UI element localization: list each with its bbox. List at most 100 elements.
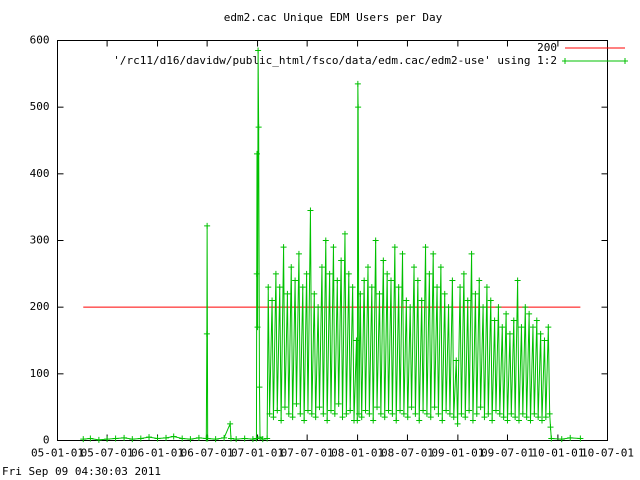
data-point bbox=[254, 324, 261, 331]
data-point bbox=[146, 434, 153, 441]
data-point bbox=[416, 417, 423, 424]
data-point bbox=[256, 384, 263, 391]
data-point bbox=[276, 284, 283, 291]
data-point bbox=[154, 435, 161, 442]
data-point bbox=[288, 264, 295, 271]
data-point bbox=[284, 290, 291, 297]
data-point bbox=[412, 410, 419, 417]
data-point bbox=[253, 270, 260, 277]
data-point bbox=[334, 277, 341, 284]
data-point bbox=[477, 404, 484, 411]
data-point bbox=[443, 407, 450, 414]
data-point bbox=[368, 284, 375, 291]
data-point bbox=[430, 250, 437, 257]
data-point bbox=[454, 420, 461, 427]
data-point bbox=[476, 277, 483, 284]
data-point bbox=[293, 400, 300, 407]
x-tick-label: 09-07-01 bbox=[481, 447, 534, 460]
data-point bbox=[281, 404, 288, 411]
data-point bbox=[179, 435, 186, 442]
data-point bbox=[341, 230, 348, 237]
plot-frame bbox=[57, 40, 608, 441]
data-point bbox=[264, 435, 271, 442]
data-point bbox=[480, 304, 487, 311]
legend-marker bbox=[562, 58, 568, 64]
data-point bbox=[299, 284, 306, 291]
data-point bbox=[472, 290, 479, 297]
data-point bbox=[241, 435, 248, 442]
data-point bbox=[473, 410, 480, 417]
data-point bbox=[259, 436, 266, 443]
x-tick-label: 09-01-01 bbox=[431, 447, 484, 460]
data-point bbox=[529, 324, 536, 331]
data-point bbox=[289, 414, 296, 421]
data-point bbox=[326, 270, 333, 277]
data-point bbox=[303, 270, 310, 277]
data-point bbox=[499, 324, 506, 331]
x-tick-label: 08-07-01 bbox=[381, 447, 434, 460]
data-point bbox=[423, 410, 430, 417]
data-point bbox=[457, 284, 464, 291]
data-point bbox=[420, 407, 427, 414]
data-point bbox=[491, 317, 498, 324]
y-tick-label: 600 bbox=[30, 34, 50, 47]
data-point bbox=[504, 417, 511, 424]
data-point bbox=[274, 407, 281, 414]
data-point bbox=[221, 434, 228, 441]
data-point bbox=[295, 250, 302, 257]
data-point bbox=[331, 410, 338, 417]
data-point bbox=[358, 414, 365, 421]
data-point bbox=[292, 277, 299, 284]
y-tick-label: 100 bbox=[30, 367, 50, 380]
data-point bbox=[297, 410, 304, 417]
data-point bbox=[514, 277, 521, 284]
data-point bbox=[531, 410, 538, 417]
data-point bbox=[377, 410, 384, 417]
data-point bbox=[533, 317, 540, 324]
data-point bbox=[307, 207, 314, 214]
chart-title: edm2.cac Unique EDM Users per Day bbox=[224, 11, 443, 24]
data-point bbox=[469, 417, 476, 424]
data-point bbox=[515, 417, 522, 424]
data-point bbox=[542, 414, 549, 421]
data-point bbox=[558, 436, 565, 443]
data-point bbox=[227, 420, 234, 427]
data-point bbox=[253, 435, 260, 442]
data-point bbox=[212, 436, 219, 443]
data-point bbox=[355, 410, 362, 417]
data-point bbox=[170, 433, 177, 440]
data-point bbox=[270, 414, 277, 421]
data-point bbox=[545, 324, 552, 331]
data-point bbox=[548, 435, 555, 442]
data-point bbox=[446, 410, 453, 417]
data-point bbox=[431, 404, 438, 411]
data-point bbox=[422, 244, 429, 251]
x-tick-label: 10-07-01 bbox=[581, 447, 634, 460]
data-point bbox=[466, 407, 473, 414]
data-point bbox=[462, 414, 469, 421]
data-point bbox=[195, 434, 202, 441]
data-point bbox=[318, 264, 325, 271]
data-point bbox=[322, 237, 329, 244]
data-point bbox=[464, 297, 471, 304]
data-point bbox=[112, 435, 119, 442]
data-point bbox=[272, 270, 279, 277]
data-point bbox=[393, 417, 400, 424]
data-point bbox=[510, 317, 517, 324]
data-point bbox=[485, 410, 492, 417]
data-point bbox=[361, 277, 368, 284]
data-point bbox=[388, 277, 395, 284]
data-point bbox=[481, 414, 488, 421]
data-point bbox=[439, 417, 446, 424]
x-tick-label: 05-07-01 bbox=[81, 447, 134, 460]
data-point bbox=[434, 284, 441, 291]
data-point bbox=[335, 400, 342, 407]
data-point bbox=[254, 150, 261, 157]
data-point bbox=[357, 290, 364, 297]
data-point bbox=[366, 410, 373, 417]
data-point bbox=[577, 435, 584, 442]
x-tick-label: 06-07-01 bbox=[181, 447, 234, 460]
data-point bbox=[137, 435, 144, 442]
legend-marker bbox=[622, 58, 628, 64]
data-point bbox=[445, 304, 452, 311]
